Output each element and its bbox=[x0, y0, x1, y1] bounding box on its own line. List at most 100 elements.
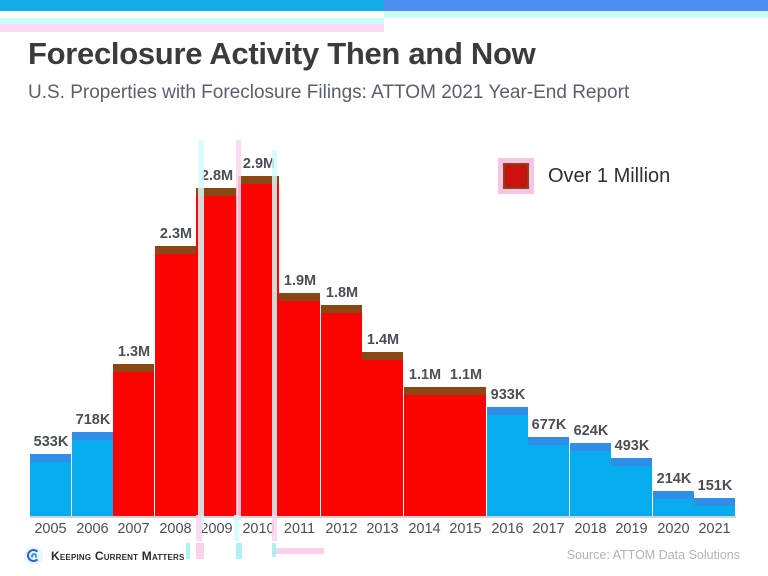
decorative-stripe bbox=[236, 543, 242, 559]
bar-column: 1.8M bbox=[321, 285, 362, 516]
chart-legend: Over 1 Million bbox=[498, 158, 670, 194]
decorative-stripe bbox=[236, 140, 241, 520]
legend-swatch-highlight bbox=[498, 158, 534, 194]
bar-top-cap bbox=[30, 454, 71, 462]
bar-value-label: 1.4M bbox=[366, 332, 400, 348]
bar-value-label: 493K bbox=[614, 438, 650, 454]
page-title: Foreclosure Activity Then and Now bbox=[28, 36, 536, 71]
x-axis-label: 2018 bbox=[574, 521, 607, 537]
bar-top-cap bbox=[653, 491, 694, 499]
bar-value-label: 718K bbox=[75, 412, 111, 428]
x-axis-label: 2019 bbox=[615, 521, 648, 537]
bar-top-cap bbox=[72, 432, 113, 440]
bar-over-million bbox=[445, 387, 486, 516]
bar-column: 677K bbox=[528, 417, 569, 516]
bar-over-million bbox=[279, 293, 320, 516]
bar-top-cap bbox=[155, 246, 196, 254]
bar-top-cap bbox=[404, 387, 445, 395]
top-accent-bar bbox=[0, 0, 768, 11]
decorative-stripe bbox=[272, 548, 324, 554]
bar-value-label: 1.1M bbox=[408, 367, 442, 383]
bar-under-million bbox=[570, 443, 611, 516]
bar-value-label: 1.1M bbox=[449, 367, 483, 383]
bar-column: 214K bbox=[653, 471, 694, 516]
bar-under-million bbox=[611, 458, 652, 516]
bar-top-cap bbox=[445, 387, 486, 395]
bar-value-label: 1.8M bbox=[325, 285, 359, 301]
bar-value-label: 677K bbox=[531, 417, 567, 433]
x-axis-label: 2007 bbox=[117, 521, 150, 537]
bar-top-cap bbox=[321, 305, 362, 313]
bar-column: 1.4M bbox=[362, 332, 403, 516]
bar-column: 2.3M bbox=[155, 226, 196, 516]
bar-value-label: 624K bbox=[573, 423, 609, 439]
accent-stripe-pink-left bbox=[0, 24, 384, 32]
top-accent-left bbox=[0, 0, 384, 11]
bar-column: 624K bbox=[570, 423, 611, 516]
bar-top-cap bbox=[487, 407, 528, 415]
top-accent-right bbox=[384, 0, 768, 11]
x-axis-label: 2006 bbox=[76, 521, 109, 537]
bar-top-cap bbox=[611, 458, 652, 466]
accent-stripe-cyan-right bbox=[384, 11, 768, 18]
bar-column: 151K bbox=[694, 478, 735, 516]
x-axis-label: 2008 bbox=[159, 521, 192, 537]
bar-value-label: 2.3M bbox=[159, 226, 193, 242]
bar-value-label: 933K bbox=[490, 387, 526, 403]
bar-top-cap bbox=[570, 443, 611, 451]
bar-over-million bbox=[321, 305, 362, 516]
x-axis-label: 2016 bbox=[491, 521, 524, 537]
x-axis-label: 2009 bbox=[200, 521, 233, 537]
bar-under-million bbox=[694, 498, 735, 516]
x-axis-label: 2010 bbox=[242, 521, 275, 537]
x-axis-label: 2015 bbox=[449, 521, 482, 537]
bar-value-label: 214K bbox=[656, 471, 692, 487]
bar-over-million bbox=[404, 387, 445, 516]
accent-stripe-cyan-left bbox=[0, 18, 384, 24]
x-axis-label: 2014 bbox=[408, 521, 441, 537]
decorative-stripe bbox=[272, 150, 277, 520]
bar-under-million bbox=[30, 454, 71, 516]
decorative-stripe bbox=[198, 140, 204, 530]
bar-value-label: 1.9M bbox=[283, 273, 317, 289]
bar-value-label: 2.9M bbox=[242, 156, 276, 172]
decorative-stripe bbox=[186, 543, 190, 559]
decorative-stripe bbox=[272, 543, 276, 557]
decorative-stripe bbox=[196, 543, 204, 559]
bar-over-million bbox=[362, 352, 403, 516]
bar-top-cap bbox=[113, 364, 154, 372]
source-attribution: Source: ATTOM Data Solutions bbox=[566, 548, 740, 562]
bar-under-million bbox=[487, 407, 528, 516]
bar-value-label: 1.3M bbox=[117, 344, 151, 360]
bar-column: 933K bbox=[487, 387, 528, 516]
x-axis-label: 2020 bbox=[657, 521, 690, 537]
bar-column: 533K bbox=[30, 434, 71, 516]
x-axis-label: 2017 bbox=[532, 521, 565, 537]
x-axis-label: 2013 bbox=[366, 521, 399, 537]
page-subtitle: U.S. Properties with Foreclosure Filings… bbox=[28, 82, 630, 103]
x-axis-label: 2021 bbox=[698, 521, 731, 537]
bar-under-million bbox=[528, 437, 569, 516]
bar-top-cap bbox=[279, 293, 320, 301]
x-axis-label: 2012 bbox=[325, 521, 358, 537]
bar-top-cap bbox=[196, 188, 237, 196]
bar-chart-plot-area: 533K 718K 1.3M 2.3M 2.8M 2.9M 1.9M 1.8M 1.4M 1.1M… bbox=[30, 140, 740, 516]
bar-under-million bbox=[72, 432, 113, 516]
bar-column: 1.1M bbox=[445, 367, 486, 516]
bar-top-cap bbox=[528, 437, 569, 445]
spiral-logo-icon bbox=[24, 546, 43, 565]
x-axis-line bbox=[30, 516, 736, 518]
accent-stripe-white-right bbox=[384, 18, 768, 32]
bar-column: 1.3M bbox=[113, 344, 154, 516]
bar-value-label: 151K bbox=[697, 478, 733, 494]
decorative-stripe bbox=[196, 515, 202, 541]
bar-column: 1.1M bbox=[404, 367, 445, 516]
brand-name: Keeping Current Matters bbox=[51, 548, 185, 563]
bar-top-cap bbox=[238, 176, 279, 184]
bar-over-million bbox=[113, 364, 154, 516]
bar-top-cap bbox=[694, 498, 735, 506]
bar-over-million bbox=[155, 246, 196, 516]
accent-stripe-white-left bbox=[0, 11, 384, 18]
legend-label-over-million: Over 1 Million bbox=[548, 164, 671, 187]
bar-under-million bbox=[653, 491, 694, 516]
